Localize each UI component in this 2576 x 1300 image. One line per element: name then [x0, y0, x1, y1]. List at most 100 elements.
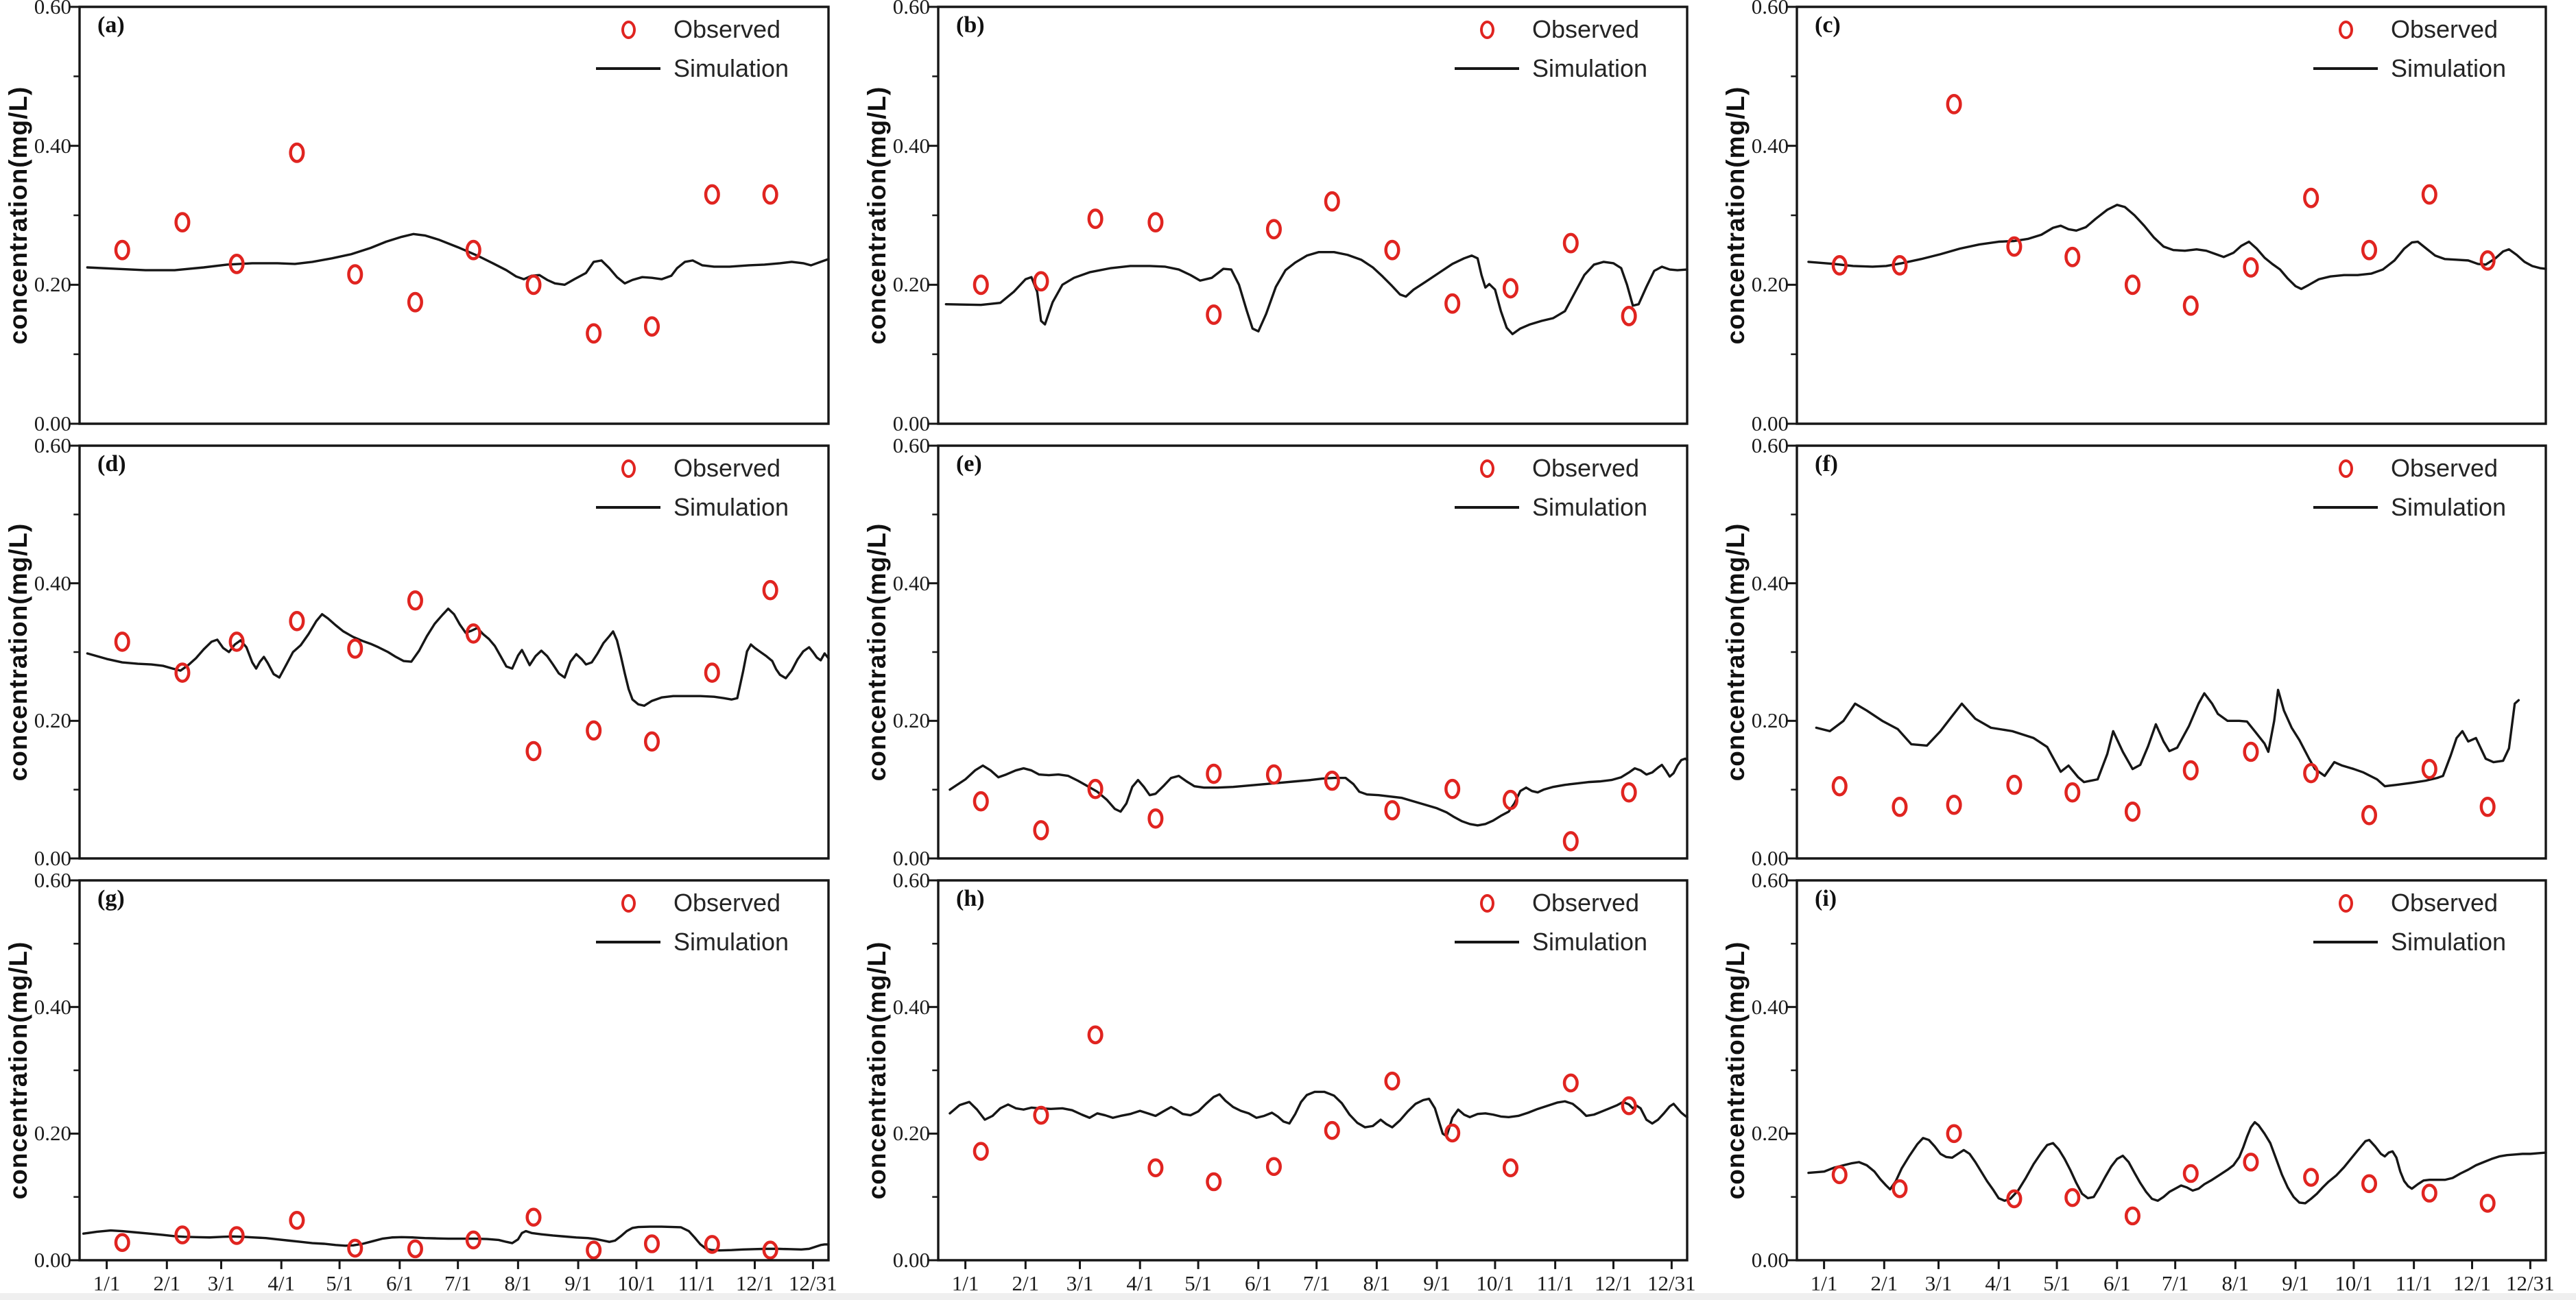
- observed-point: [2481, 1195, 2494, 1211]
- observed-point: [291, 612, 304, 629]
- plot-area: (e) Observed Simulation: [938, 446, 1687, 858]
- legend-item-simulation: Simulation: [594, 493, 818, 522]
- y-tick-label: 0.20: [1751, 1121, 1789, 1146]
- observed-marker-icon: [1479, 893, 1494, 913]
- observed-point: [1149, 213, 1162, 230]
- simulation-line-icon: [2313, 506, 2378, 509]
- observed-point: [2245, 1154, 2258, 1170]
- x-tick-label: 3/1: [207, 1271, 235, 1295]
- x-tick-label: 4/1: [1985, 1271, 2013, 1295]
- y-tick-label: 0.00: [892, 1248, 930, 1272]
- chart-svg: [80, 7, 828, 424]
- observed-point: [467, 625, 480, 642]
- x-tick-label: 7/1: [1302, 1271, 1331, 1295]
- chart-svg: [938, 446, 1687, 858]
- x-tick-label: 3/1: [1066, 1271, 1094, 1295]
- y-tick-labels: 0.60 0.40 0.20 0.00: [893, 0, 938, 435]
- observed-point: [706, 1236, 719, 1252]
- simulation-line: [950, 1092, 1687, 1136]
- legend-item-simulation: Simulation: [2311, 928, 2535, 956]
- observed-marker-icon: [2338, 893, 2353, 913]
- panel-label: (i): [1815, 886, 1837, 911]
- y-tick-label: 0.00: [1751, 411, 1789, 435]
- observed-point: [1894, 1181, 1907, 1196]
- observed-point: [2066, 784, 2079, 801]
- y-tick-label: 0.00: [34, 846, 71, 870]
- observed-point: [1267, 766, 1280, 783]
- y-axis-title-column: concentration(mg/L): [859, 446, 896, 858]
- observed-point: [1326, 193, 1339, 210]
- observed-point: [1386, 802, 1399, 819]
- panel-label: (d): [97, 451, 126, 477]
- observed-point: [2363, 241, 2376, 258]
- y-axis-title: concentration(mg/L): [1721, 522, 1750, 782]
- chart-svg: [1797, 7, 2546, 424]
- chart-svg: [80, 880, 828, 1260]
- y-tick-label: 0.60: [892, 0, 930, 19]
- legend-simulation-label: Simulation: [673, 54, 789, 82]
- legend-item-simulation: Simulation: [2311, 54, 2535, 83]
- y-tick-labels: 0.60 0.40 0.20 0.00: [1751, 433, 1797, 870]
- observed-point: [1326, 1122, 1339, 1138]
- observed-point: [2481, 798, 2494, 815]
- y-tick-label: 0.60: [34, 868, 71, 892]
- observed-point: [2363, 1176, 2376, 1192]
- scan-edge-strip: [0, 1293, 2576, 1300]
- x-tick-label: 5/1: [326, 1271, 353, 1295]
- y-tick-label: 0.40: [34, 994, 71, 1019]
- observed-point: [409, 1241, 422, 1257]
- plot-area: (a) Observed Simulation: [80, 7, 828, 424]
- y-tick-labels: 0.60 0.40 0.20 0.00: [1751, 868, 1797, 1272]
- observed-point: [176, 1227, 189, 1243]
- observed-point: [1948, 796, 1961, 813]
- x-tick-label: 1/1: [93, 1271, 121, 1295]
- y-tick-label: 0.60: [892, 868, 930, 892]
- y-tick-label: 0.20: [34, 1121, 71, 1146]
- chart-panel: concentration(mg/L) 0.60 0.40 0.20 0.00 (f)…: [1717, 433, 2576, 874]
- observed-point: [1948, 95, 1961, 112]
- y-tick-labels: 0.60 0.40 0.20 0.00: [893, 433, 938, 870]
- x-tick-label: 12/31: [1647, 1271, 1696, 1295]
- observed-point: [2066, 248, 2079, 265]
- observed-point: [587, 1242, 600, 1258]
- x-tick-label: 10/1: [2335, 1271, 2373, 1295]
- observed-point: [2008, 238, 2021, 255]
- simulation-line-icon: [1455, 67, 1519, 70]
- y-tick-label: 0.40: [1751, 570, 1789, 595]
- y-tick-label: 0.40: [34, 570, 71, 595]
- observed-marker-icon: [1479, 459, 1494, 478]
- observed-point: [1207, 1174, 1220, 1190]
- legend-item-observed: Observed: [2311, 454, 2535, 483]
- y-tick-label: 0.20: [1751, 708, 1789, 733]
- y-axis-title: concentration(mg/L): [4, 86, 32, 345]
- observed-point: [1446, 780, 1459, 797]
- panel-label: (b): [956, 12, 985, 38]
- legend-simulation-label: Simulation: [673, 493, 789, 521]
- observed-point: [1446, 295, 1459, 312]
- observed-point: [2423, 760, 2436, 778]
- y-axis-title: concentration(mg/L): [863, 941, 891, 1200]
- y-axis-title: concentration(mg/L): [863, 522, 891, 782]
- y-axis-title-column: concentration(mg/L): [859, 880, 896, 1260]
- observed-point: [348, 265, 361, 282]
- panel-label: (e): [956, 451, 982, 477]
- observed-point: [764, 581, 777, 599]
- x-tick-label: 5/1: [2043, 1271, 2071, 1295]
- observed-point: [1564, 1075, 1577, 1091]
- chart-svg: [938, 7, 1687, 424]
- observed-point: [176, 664, 189, 682]
- observed-point: [1149, 810, 1162, 827]
- chart-panel: concentration(mg/L) 0.60 0.40 0.20 0.00 (d)…: [0, 433, 859, 874]
- observed-point: [291, 144, 304, 161]
- legend: Observed Simulation: [1453, 889, 1676, 956]
- y-tick-label: 0.00: [892, 411, 930, 435]
- observed-point: [1149, 1160, 1162, 1176]
- x-tick-label: 6/1: [2103, 1271, 2131, 1295]
- observed-point: [348, 640, 361, 657]
- legend-simulation-label: Simulation: [1532, 54, 1648, 82]
- simulation-line: [1809, 205, 2546, 289]
- simulation-line: [87, 234, 828, 285]
- legend: Observed Simulation: [594, 15, 818, 83]
- legend-item-observed: Observed: [594, 889, 818, 917]
